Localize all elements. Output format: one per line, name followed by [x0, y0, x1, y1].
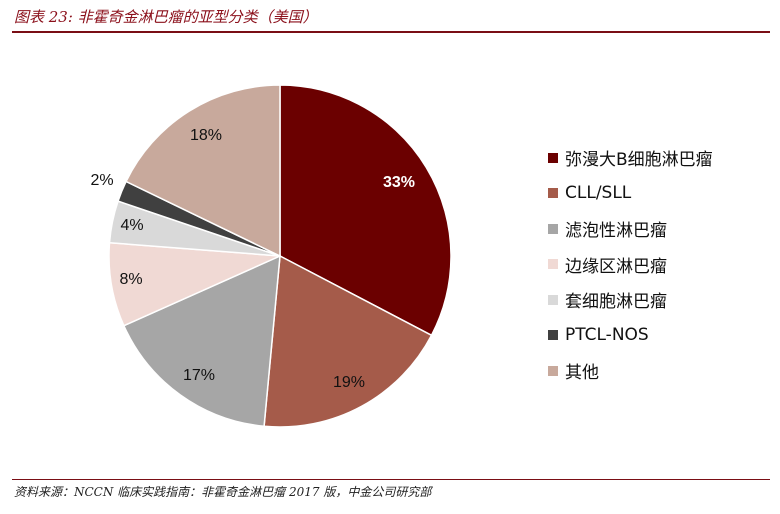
slice-value-label: 18%: [190, 127, 222, 144]
legend-label: 边缘区淋巴瘤: [565, 256, 667, 277]
legend-swatch: [548, 259, 558, 270]
legend-item: 边缘区淋巴瘤: [548, 247, 713, 283]
legend-swatch: [548, 330, 558, 341]
legend-label: 滤泡性淋巴瘤: [565, 221, 667, 242]
slice-value-label: 17%: [183, 367, 215, 384]
slice-value-label: 8%: [119, 271, 142, 288]
pie-slice: [122, 254, 281, 428]
legend-swatch: [548, 188, 558, 199]
slice-value-label: 33%: [383, 174, 415, 191]
figure-title: 图表 23: 非霍奇金淋巴瘤的亚型分类（美国）: [14, 8, 318, 26]
legend-swatch: [548, 223, 558, 234]
legend-label: CLL/SLL: [565, 183, 632, 204]
pie-slice: [279, 84, 452, 337]
title-divider: [12, 31, 770, 33]
pie-slice: [263, 254, 433, 428]
legend-swatch: [548, 365, 558, 376]
slice-value-label: 4%: [120, 217, 143, 234]
legend-item: CLL/SLL: [548, 176, 713, 212]
legend-label: 其他: [565, 363, 599, 384]
source-divider: [12, 479, 770, 480]
legend-swatch: [548, 152, 558, 163]
legend-item: 弥漫大B细胞淋巴瘤: [548, 140, 713, 176]
legend-item: 套细胞淋巴瘤: [548, 282, 713, 318]
legend-item: 其他: [548, 353, 713, 389]
slice-value-label: 19%: [333, 374, 365, 391]
legend-swatch: [548, 294, 558, 305]
chart-legend: 弥漫大B细胞淋巴瘤 CLL/SLL 滤泡性淋巴瘤 边缘区淋巴瘤 套细胞淋巴瘤 PTCL-N…: [548, 140, 713, 389]
slice-value-label: 2%: [90, 172, 113, 189]
legend-item: 滤泡性淋巴瘤: [548, 211, 713, 247]
legend-label: PTCL-NOS: [565, 325, 649, 346]
legend-label: 弥漫大B细胞淋巴瘤: [565, 150, 713, 171]
source-note: 资料来源：NCCN 临床实践指南：非霍奇金淋巴瘤 2017 版，中金公司研究部: [14, 485, 432, 499]
legend-item: PTCL-NOS: [548, 318, 713, 354]
legend-label: 套细胞淋巴瘤: [565, 292, 667, 313]
pie-slice: [125, 84, 281, 258]
